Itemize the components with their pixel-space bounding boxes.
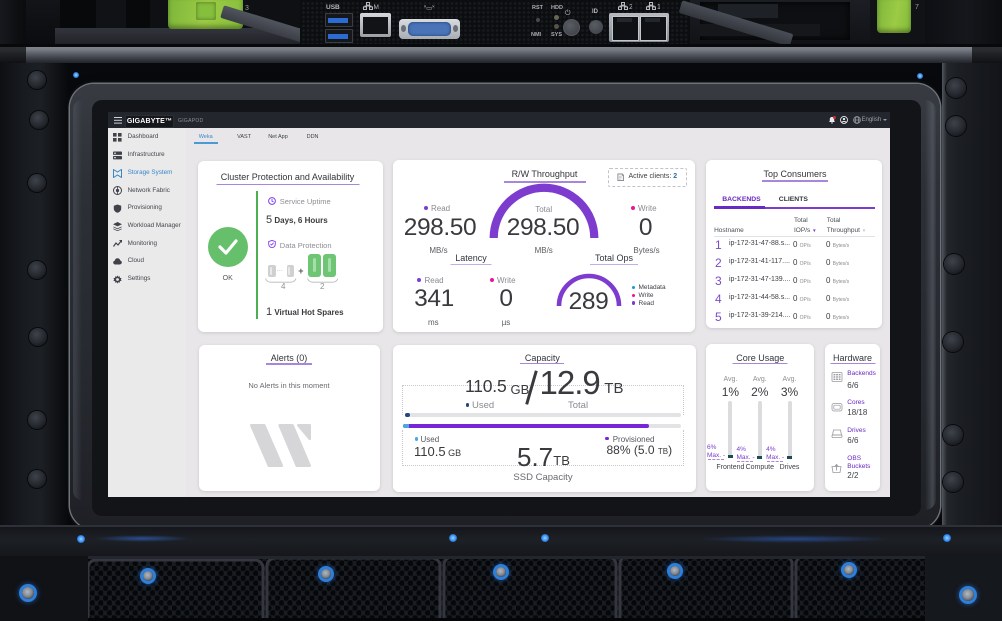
svg-text:2: 2 xyxy=(629,4,632,10)
svg-text:M: M xyxy=(374,4,379,10)
svg-text:1: 1 xyxy=(657,4,660,10)
